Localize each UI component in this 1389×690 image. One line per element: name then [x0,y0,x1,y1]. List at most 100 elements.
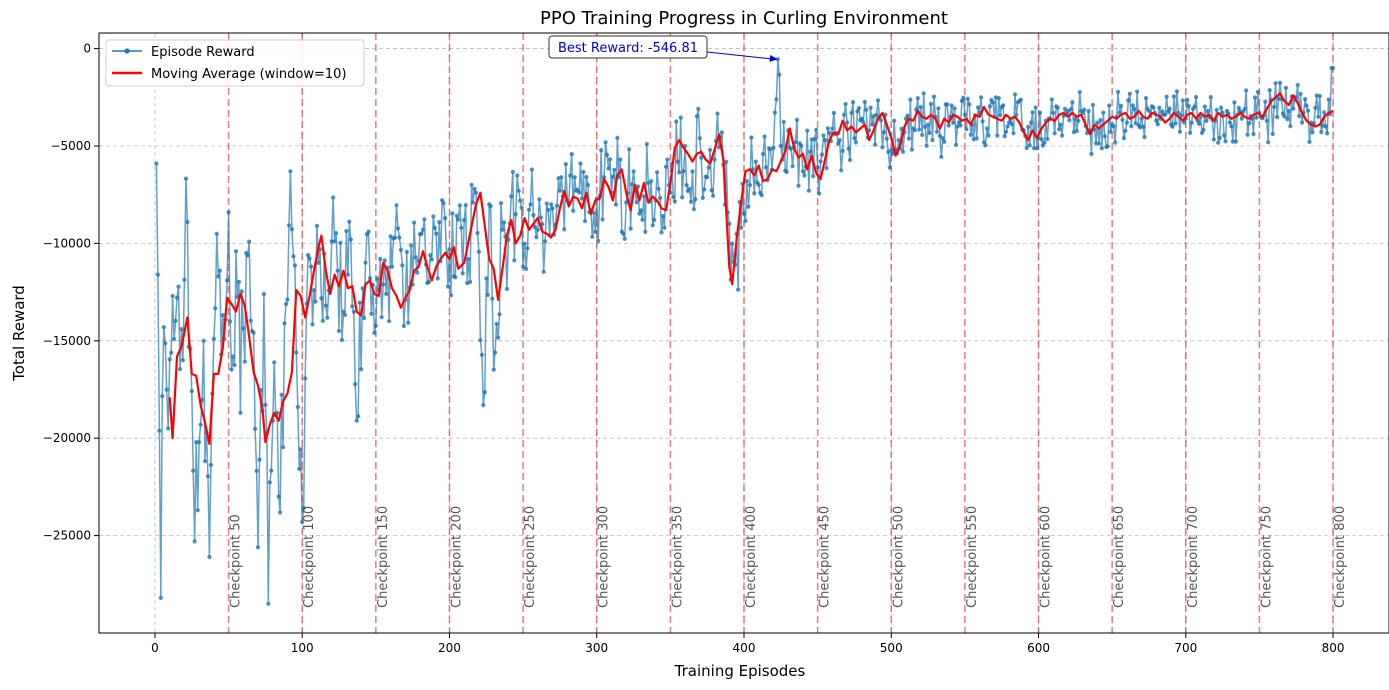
episode-reward-point [248,318,253,323]
episode-reward-point [550,206,555,211]
episode-reward-point [1004,129,1009,134]
episode-reward-point [784,169,789,174]
episode-reward-point [1322,110,1327,115]
episode-reward-point [1202,104,1207,109]
episode-reward-point [441,201,446,206]
episode-reward-point [325,315,330,320]
episode-reward-point [245,253,250,258]
x-tick-label: 400 [733,641,756,655]
episode-reward-point [693,197,698,202]
episode-reward-point [796,183,801,188]
episode-reward-point [1242,106,1247,112]
episode-reward-point [817,191,822,196]
episode-reward-point [295,404,300,410]
episode-reward-point [1133,121,1138,126]
episode-reward-point [890,151,895,156]
episode-reward-point [1304,103,1309,108]
episode-reward-point [859,116,864,121]
episode-reward-point [1277,80,1283,85]
episode-reward-point [164,387,169,392]
episode-reward-point [1313,105,1318,110]
episode-reward-point [491,367,496,372]
episode-reward-point [635,184,641,189]
episode-reward-point [497,312,502,317]
episode-reward-point [811,174,816,179]
checkpoint-label: Checkpoint 150 [376,506,391,608]
episode-reward-point [900,149,906,154]
checkpoint-label: Checkpoint 250 [523,506,538,608]
episode-reward-point [1283,85,1288,90]
episode-reward-point [600,217,605,222]
episode-reward-point [537,197,542,202]
episode-reward-point [1074,128,1079,134]
episode-reward-point [366,229,371,234]
checkpoint-label: Checkpoint 50 [229,514,244,608]
episode-reward-point [694,114,700,119]
episode-reward-point [660,214,666,219]
episode-reward-point [525,246,530,251]
episode-reward-point [528,202,533,207]
y-axis-label: Total Reward [10,285,28,382]
episode-reward-point [800,169,806,174]
episode-reward-point [519,205,524,210]
episode-reward-point [357,300,362,305]
episode-reward-point [1179,113,1184,118]
episode-reward-point [286,223,292,228]
episode-reward-point [684,183,689,188]
episode-reward-point [572,175,577,180]
episode-reward-point [335,268,340,273]
episode-reward-point [1310,130,1315,135]
episode-reward-point [1222,133,1227,138]
episode-reward-point [1099,146,1104,151]
episode-reward-point [831,110,836,115]
episode-reward-point [429,257,434,262]
episode-reward-point [482,390,487,395]
episode-reward-point [1011,131,1016,136]
episode-reward-point [378,256,383,262]
episode-reward-point [812,136,817,142]
episode-reward-point [161,325,166,330]
episode-reward-point [1247,121,1252,126]
episode-reward-point [463,203,468,208]
episode-reward-point [949,103,954,108]
episode-reward-point [559,175,564,180]
episode-reward-point [582,219,588,224]
episode-reward-point [1029,120,1034,125]
y-tick-label: −10000 [43,236,91,250]
episode-reward-point [488,204,493,209]
episode-reward-point [1105,144,1110,149]
episode-reward-point [880,145,885,150]
episode-reward-point [251,330,256,335]
episode-reward-point [167,357,172,362]
episode-reward-point [1196,121,1202,126]
episode-reward-point [641,194,647,199]
episode-reward-point [476,249,481,254]
episode-reward-point [658,195,663,200]
x-tick-label: 600 [1027,641,1050,655]
episode-reward-point [1142,135,1147,140]
episode-reward-point [350,304,355,309]
episode-reward-point [158,595,163,601]
episode-reward-point [524,266,529,271]
episode-reward-point [1288,124,1293,129]
episode-reward-point [1205,108,1210,113]
episode-reward-point [375,276,380,281]
episode-reward-point [450,211,455,216]
episode-reward-point [1042,140,1047,145]
episode-reward-point [1086,109,1091,114]
episode-reward-point [569,152,574,157]
episode-reward-point [197,440,202,445]
episode-reward-point [822,138,828,143]
episode-reward-point [310,322,315,327]
episode-reward-point [513,212,518,217]
episode-reward-point [696,106,701,111]
episode-reward-point [323,303,328,308]
episode-reward-point [630,182,635,187]
episode-reward-point [849,110,854,115]
episode-reward-point [908,97,913,102]
moving-average-line [168,92,1334,446]
episode-reward-point [1174,89,1179,94]
episode-reward-point [354,418,359,423]
episode-reward-point [470,200,476,205]
episode-reward-point [473,190,479,195]
